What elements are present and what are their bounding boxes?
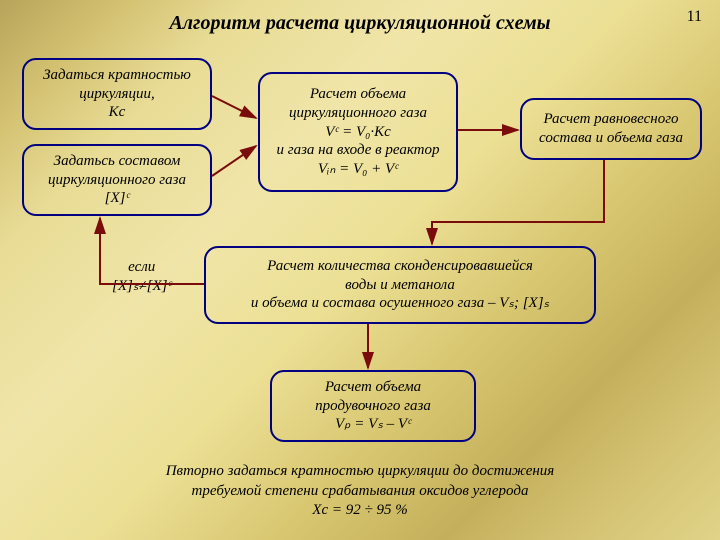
node-line: Vᵢₙ = V₀ + Vᶜ bbox=[266, 160, 450, 179]
node-line: Расчет количества сконденсировавшейся bbox=[212, 257, 588, 276]
node-line: Расчет объема bbox=[266, 85, 450, 104]
node-calc-volume: Расчет объемациркуляционного газаVᶜ = V₀… bbox=[258, 72, 458, 192]
node-line: состава и объема газа bbox=[528, 129, 694, 148]
node-line: Vₚ = Vₛ – Vᶜ bbox=[278, 415, 468, 434]
node-line: и газа на входе в реактор bbox=[266, 141, 450, 160]
node-line: Расчет равновесного bbox=[528, 110, 694, 129]
footer-line: требуемой степени срабатывания оксидов у… bbox=[0, 482, 720, 502]
arrow-n2-to-n3 bbox=[212, 146, 256, 176]
loop-condition: если[X]ₛ≠[X]ᶜ bbox=[112, 258, 171, 296]
node-line: циркуляционного газа bbox=[30, 171, 204, 190]
footer-note: Пвторно задаться кратностью циркуляции д… bbox=[0, 462, 720, 521]
node-calc-equilibrium: Расчет равновесногосостава и объема газа bbox=[520, 98, 702, 160]
page-title: Алгоритм расчета циркуляционной схемы bbox=[0, 12, 720, 35]
node-line: продувочного газа bbox=[278, 397, 468, 416]
node-calc-purge: Расчет объемапродувочного газаVₚ = Vₛ – … bbox=[270, 370, 476, 442]
node-set-composition: Задатьсь составомциркуляционного газа[X]… bbox=[22, 144, 212, 216]
condition-line: [X]ₛ≠[X]ᶜ bbox=[112, 277, 171, 296]
footer-line: Xc = 92 ÷ 95 % bbox=[0, 501, 720, 521]
node-line: воды и метанола bbox=[212, 276, 588, 295]
arrow-n1-to-n3 bbox=[212, 96, 256, 118]
node-line: Задаться кратностью bbox=[30, 66, 204, 85]
footer-line: Пвторно задаться кратностью циркуляции д… bbox=[0, 462, 720, 482]
node-line: Kc bbox=[30, 103, 204, 122]
node-line: и объема и состава осушенного газа – Vₛ;… bbox=[212, 294, 588, 313]
node-line: [X]ᶜ bbox=[30, 189, 204, 208]
node-line: Расчет объема bbox=[278, 378, 468, 397]
node-line: Задатьсь составом bbox=[30, 152, 204, 171]
node-calc-condensed: Расчет количества сконденсировавшейсявод… bbox=[204, 246, 596, 324]
node-line: Vᶜ = V₀·Kc bbox=[266, 123, 450, 142]
condition-line: если bbox=[112, 258, 171, 277]
node-line: циркуляции, bbox=[30, 85, 204, 104]
node-line: циркуляционного газа bbox=[266, 104, 450, 123]
node-set-kc: Задаться кратностьюциркуляции,Kc bbox=[22, 58, 212, 130]
